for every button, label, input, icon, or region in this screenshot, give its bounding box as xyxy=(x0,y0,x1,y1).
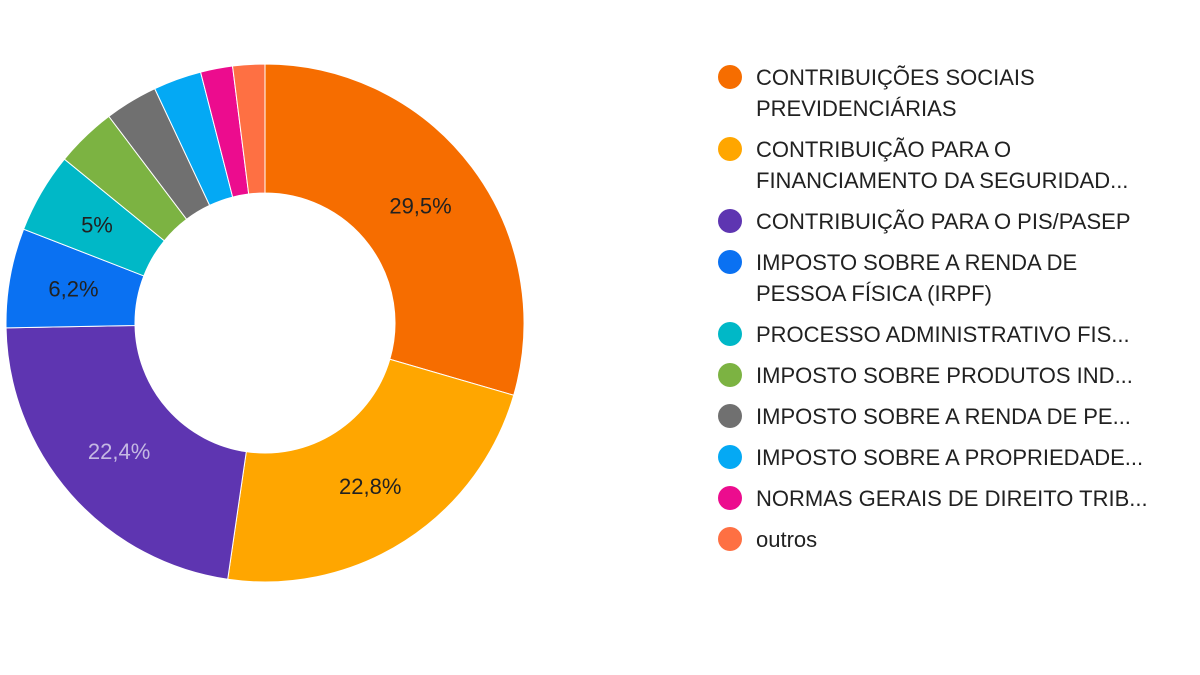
slice-label-1: 29,5% xyxy=(389,194,451,219)
donut-slice-10 xyxy=(231,63,266,195)
legend-label: CONTRIBUIÇÕES SOCIAIS PREVIDENCIÁRIAS xyxy=(756,65,1035,121)
donut-chart: 29,5% 22,8% 22,4% 6,2% 5% xyxy=(5,63,525,583)
slice-label-3: 22,4% xyxy=(88,439,150,464)
legend-item-6[interactable]: IMPOSTO SOBRE PRODUTOS IND... xyxy=(718,360,1188,391)
legend-label: IMPOSTO SOBRE A PROPRIEDADE... xyxy=(756,445,1144,470)
legend-swatch xyxy=(718,527,742,551)
legend-label: outros xyxy=(756,527,818,552)
legend-item-5[interactable]: PROCESSO ADMINISTRATIVO FIS... xyxy=(718,319,1188,350)
legend-item-7[interactable]: IMPOSTO SOBRE A RENDA DE PE... xyxy=(718,401,1188,432)
legend-item-4[interactable]: IMPOSTO SOBRE A RENDA DE PESSOA FÍSICA (… xyxy=(718,247,1188,309)
legend-item-2[interactable]: CONTRIBUIÇÃO PARA O FINANCIAMENTO DA SEG… xyxy=(718,134,1188,196)
donut-slice-2 xyxy=(227,358,515,583)
legend-label: IMPOSTO SOBRE A RENDA DE PESSOA FÍSICA (… xyxy=(756,250,1078,306)
legend-label: NORMAS GERAIS DE DIREITO TRIB... xyxy=(756,486,1148,511)
donut-slice-1 xyxy=(264,63,525,396)
legend-swatch xyxy=(718,137,742,161)
legend-label: CONTRIBUIÇÃO PARA O FINANCIAMENTO DA SEG… xyxy=(756,137,1129,193)
legend-label: CONTRIBUIÇÃO PARA O PIS/PASEP xyxy=(756,209,1131,234)
legend-swatch xyxy=(718,445,742,469)
legend-item-8[interactable]: IMPOSTO SOBRE A PROPRIEDADE... xyxy=(718,442,1188,473)
legend-item-9[interactable]: NORMAS GERAIS DE DIREITO TRIB... xyxy=(718,483,1188,514)
legend-swatch xyxy=(718,209,742,233)
legend-swatch xyxy=(718,65,742,89)
slice-labels-group: 29,5% 22,8% 22,4% 6,2% 5% xyxy=(48,194,451,499)
slices-group xyxy=(5,63,525,583)
slice-label-5: 5% xyxy=(81,213,113,238)
slice-label-2: 22,8% xyxy=(339,474,401,499)
legend-swatch xyxy=(718,250,742,274)
legend-item-10[interactable]: outros xyxy=(718,524,1188,555)
legend-label: IMPOSTO SOBRE A RENDA DE PE... xyxy=(756,404,1131,429)
legend-swatch xyxy=(718,404,742,428)
legend-item-1[interactable]: CONTRIBUIÇÕES SOCIAIS PREVIDENCIÁRIAS xyxy=(718,62,1188,124)
donut-slice-3 xyxy=(5,324,247,580)
legend-swatch xyxy=(718,486,742,510)
slice-label-4: 6,2% xyxy=(48,276,98,301)
legend: CONTRIBUIÇÕES SOCIAIS PREVIDENCIÁRIAS CON… xyxy=(718,62,1188,565)
legend-item-3[interactable]: CONTRIBUIÇÃO PARA O PIS/PASEP xyxy=(718,206,1188,237)
legend-label: PROCESSO ADMINISTRATIVO FIS... xyxy=(756,322,1130,347)
legend-swatch xyxy=(718,322,742,346)
legend-label: IMPOSTO SOBRE PRODUTOS IND... xyxy=(756,363,1133,388)
legend-swatch xyxy=(718,363,742,387)
